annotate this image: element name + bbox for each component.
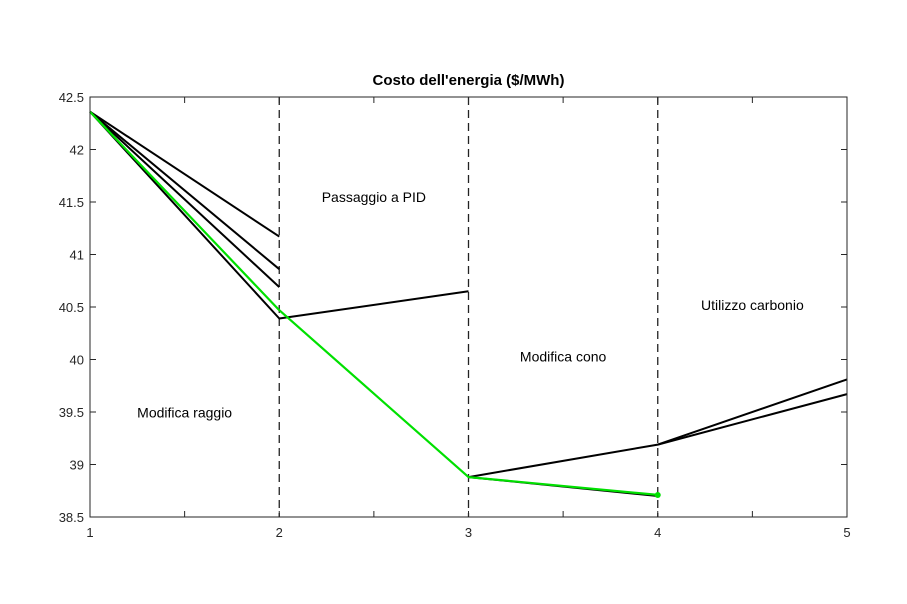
x-tick-label: 5 xyxy=(843,525,850,540)
vertical-dashed-lines xyxy=(278,97,659,517)
series-line-2 xyxy=(89,110,280,270)
y-tick-label: 39.5 xyxy=(59,405,84,420)
series-line-1 xyxy=(89,110,280,238)
series-line-3 xyxy=(89,110,280,288)
annotation-1: Modifica raggio xyxy=(137,404,232,420)
y-tick-label: 42 xyxy=(70,143,84,158)
series-line-8 xyxy=(89,110,658,496)
annotation-4: Utilizzo carbonio xyxy=(701,297,804,313)
y-tick-label: 38.5 xyxy=(59,510,84,525)
x-tick-label: 4 xyxy=(654,525,661,540)
y-tick-label: 41.5 xyxy=(59,195,84,210)
series-end-marker xyxy=(654,491,661,498)
series-line-6 xyxy=(657,393,848,446)
y-tick-label: 40 xyxy=(70,353,84,368)
chart-title: Costo dell'energia ($/MWh) xyxy=(373,72,565,89)
y-tick-label: 42.5 xyxy=(59,90,84,105)
annotation-2: Passaggio a PID xyxy=(322,189,426,205)
series-lines xyxy=(89,110,848,498)
y-tick-label: 40.5 xyxy=(59,300,84,315)
x-tick-label: 1 xyxy=(86,525,93,540)
x-tick-label: 3 xyxy=(465,525,472,540)
annotations: Modifica raggio Passaggio a PID Modifica c… xyxy=(137,189,804,420)
y-tick-label: 41 xyxy=(70,248,84,263)
annotation-3: Modifica cono xyxy=(520,349,607,365)
y-tick-label: 39 xyxy=(70,458,84,473)
axis-ticks: 1 2 3 4 5 38.5 39 39.5 40 40.5 41 41.5 42 42.5 xyxy=(59,90,851,540)
series-line-4 xyxy=(89,111,469,320)
x-tick-label: 2 xyxy=(276,525,283,540)
